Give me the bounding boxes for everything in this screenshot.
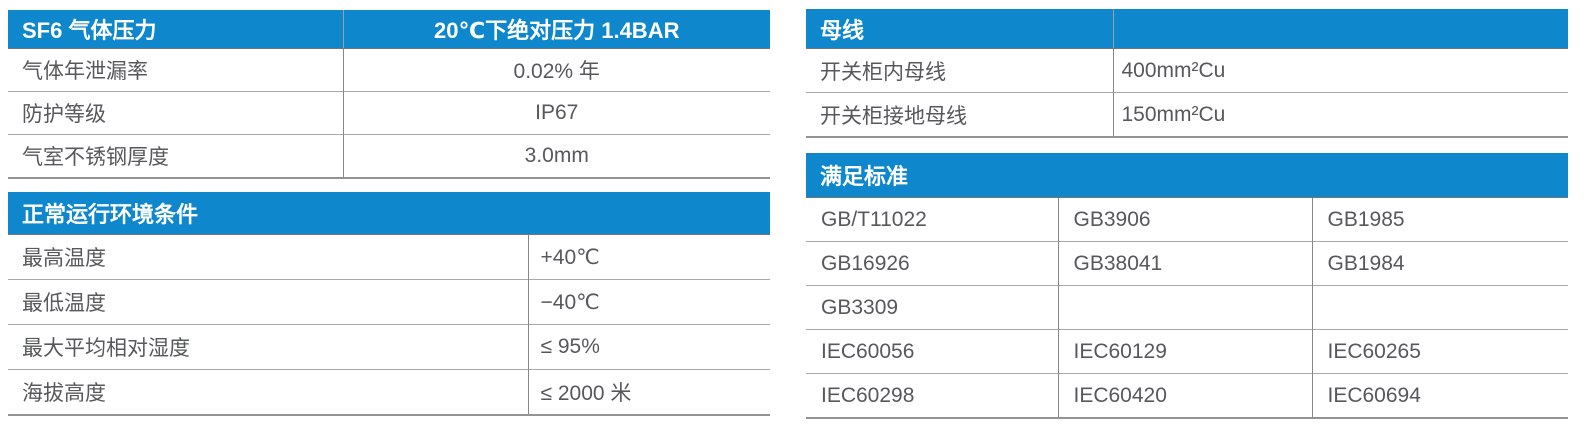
table-row: GB/T11022 GB3906 GB1985 xyxy=(806,197,1569,242)
standard-cell: IEC60694 xyxy=(1311,373,1569,418)
row-value: −40℃ xyxy=(527,279,771,325)
table-header-row: SF6 气体压力 20℃下绝对压力 1.4BAR xyxy=(8,10,770,49)
row-value: IP67 xyxy=(342,91,770,135)
row-label: 防护等级 xyxy=(8,91,343,135)
standards-table: 满足标准 GB/T11022 GB3906 GB1985 GB16926 GB3… xyxy=(806,153,1569,419)
row-value: 150mm²Cu xyxy=(1112,92,1568,137)
standard-cell: GB38041 xyxy=(1057,241,1312,286)
row-label: 开关柜接地母线 xyxy=(806,92,1113,137)
row-value: ≤ 95% xyxy=(527,324,771,370)
busbar-table: 母线 开关柜内母线 400mm²Cu 开关柜接地母线 150mm²Cu xyxy=(806,9,1568,138)
row-label: 开关柜内母线 xyxy=(820,60,946,84)
row-value: 400mm²Cu xyxy=(1112,48,1568,93)
row-label: 最大平均相对湿度 xyxy=(8,324,528,370)
table-row: 气室不锈钢厚度 3.0mm xyxy=(8,134,770,178)
row-label: 最高温度 xyxy=(22,247,106,270)
row-value: ≤ 2000 米 xyxy=(527,369,771,415)
standard-cell: GB1984 xyxy=(1311,241,1569,286)
standard-cell-empty xyxy=(1311,285,1569,330)
row-label: 最低温度 xyxy=(8,279,528,325)
row-label: 气室不锈钢厚度 xyxy=(8,134,343,178)
environment-header-label: 正常运行环境条件 xyxy=(8,192,771,235)
standards-header-label: 满足标准 xyxy=(806,153,1569,198)
table-row: IEC60298 IEC60420 IEC60694 xyxy=(806,373,1569,418)
table-row: 最低温度 −40℃ xyxy=(8,279,771,325)
busbar-header-label: 母线 xyxy=(806,9,1113,49)
standard-cell: GB3906 xyxy=(1057,197,1312,242)
busbar-header-empty-cell xyxy=(1112,9,1568,49)
standard-cell: IEC60420 xyxy=(1057,373,1312,418)
standard-cell: GB3309 xyxy=(806,285,1058,330)
row-value: 3.0mm xyxy=(342,134,770,178)
table-row: GB16926 GB38041 GB1984 xyxy=(806,241,1569,286)
table-header-row: 母线 xyxy=(806,9,1568,49)
standard-cell-empty xyxy=(1057,285,1312,330)
standard-cell: IEC60056 xyxy=(806,329,1058,374)
table-row: 开关柜内母线 400mm²Cu xyxy=(806,48,1568,93)
sf6-header-value: 20℃下绝对压力 1.4BAR xyxy=(342,10,770,49)
table-row: 最高温度 +40℃ xyxy=(8,234,771,280)
row-label: 海拔高度 xyxy=(8,369,528,415)
row-value: +40℃ xyxy=(527,234,771,280)
standard-cell: GB/T11022 xyxy=(821,207,927,231)
table-row: GB3309 xyxy=(806,285,1569,330)
standard-cell: GB16926 xyxy=(806,241,1058,286)
standard-cell: IEC60265 xyxy=(1311,329,1569,374)
standard-cell: GB1985 xyxy=(1311,197,1569,242)
table-row: 防护等级 IP67 xyxy=(8,91,770,135)
standard-cell: IEC60298 xyxy=(806,373,1058,418)
standard-cell: IEC60129 xyxy=(1057,329,1312,374)
row-value: 0.02% 年 xyxy=(342,48,770,92)
sf6-header-label: SF6 气体压力 xyxy=(8,10,343,49)
table-row: 海拔高度 ≤ 2000 米 xyxy=(8,369,771,415)
operating-environment-table: 正常运行环境条件 最高温度 +40℃ 最低温度 −40℃ 最大平均相对湿度 ≤ … xyxy=(8,192,771,416)
table-header-row: 正常运行环境条件 xyxy=(8,192,771,235)
sf6-gas-pressure-table: SF6 气体压力 20℃下绝对压力 1.4BAR 气体年泄漏率 0.02% 年 … xyxy=(8,10,770,179)
table-row: 气体年泄漏率 0.02% 年 xyxy=(8,48,770,92)
table-header-row: 满足标准 xyxy=(806,153,1569,198)
row-label: 气体年泄漏率 xyxy=(22,60,148,83)
table-row: IEC60056 IEC60129 IEC60265 xyxy=(806,329,1569,374)
table-row: 最大平均相对湿度 ≤ 95% xyxy=(8,324,771,370)
table-row: 开关柜接地母线 150mm²Cu xyxy=(806,92,1568,137)
